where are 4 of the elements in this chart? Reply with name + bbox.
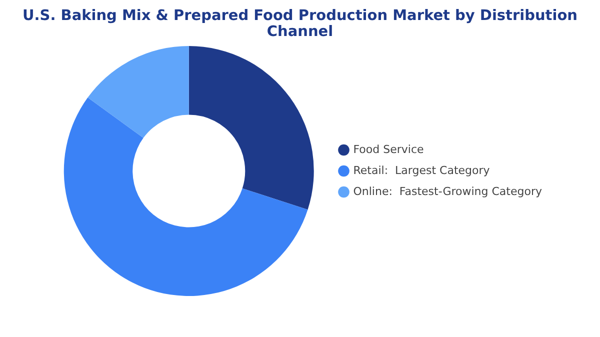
legend-label: Retail: Largest Category <box>353 164 490 177</box>
legend-label: Food Service <box>353 142 424 156</box>
legend-label: Online: Fastest-Growing Category <box>353 184 542 198</box>
chart-title: U.S. Baking Mix & Prepared Food Production Market by Distribution Channel <box>22 8 578 40</box>
